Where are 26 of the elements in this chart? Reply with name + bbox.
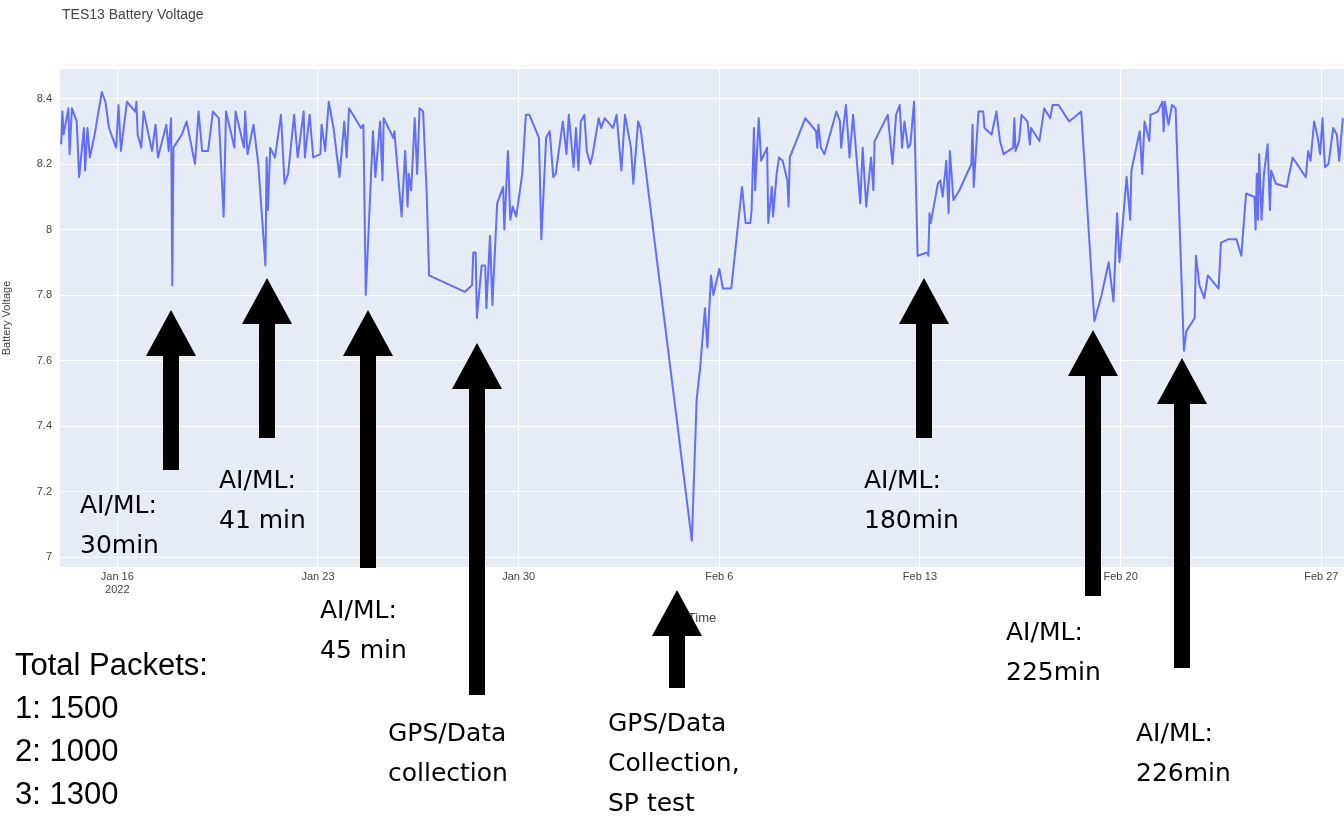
chart-title: TES13 Battery Voltage — [62, 6, 204, 22]
y-tick-label: 7.2 — [36, 484, 52, 497]
x-tick-label: Jan 30 — [502, 569, 536, 582]
annotation: AI/ML: 41 min — [219, 464, 306, 536]
y-tick-label: 7 — [45, 550, 52, 563]
text: GPS/Data collection — [388, 717, 508, 789]
text: Total Packets: 1: 1500 2: 1000 3: 1300 — [15, 646, 208, 813]
y-tick-label: 7.4 — [36, 419, 52, 432]
y-axis-title: Battery Voltage — [0, 280, 12, 356]
text: GPS/Data Collection, SP test — [608, 707, 740, 819]
y-tick-label: 8.4 — [36, 91, 52, 104]
text: AI/ML: 225min — [1006, 616, 1101, 688]
x-tick-label: Feb 27 — [1304, 569, 1339, 582]
y-tick-label: 7.8 — [36, 288, 52, 301]
annotation: AI/ML: 30min — [80, 489, 159, 561]
text: AI/ML: 226min — [1136, 717, 1231, 789]
y-tick-label: 8.2 — [36, 157, 52, 170]
x-tick-label: Feb 13 — [902, 569, 938, 582]
y-tick-label: 7.6 — [36, 353, 52, 366]
x-tick-label: Jan 16 2022 — [100, 569, 134, 595]
y-tick-label: 8 — [45, 222, 52, 235]
x-tick-label: Jan 23 — [301, 569, 335, 582]
text: AI/ML: 45 min — [320, 594, 407, 666]
annotation: AI/ML: 180min — [864, 464, 959, 536]
x-tick-label: Feb 20 — [1103, 569, 1138, 582]
x-tick-label: Feb 6 — [705, 569, 734, 582]
